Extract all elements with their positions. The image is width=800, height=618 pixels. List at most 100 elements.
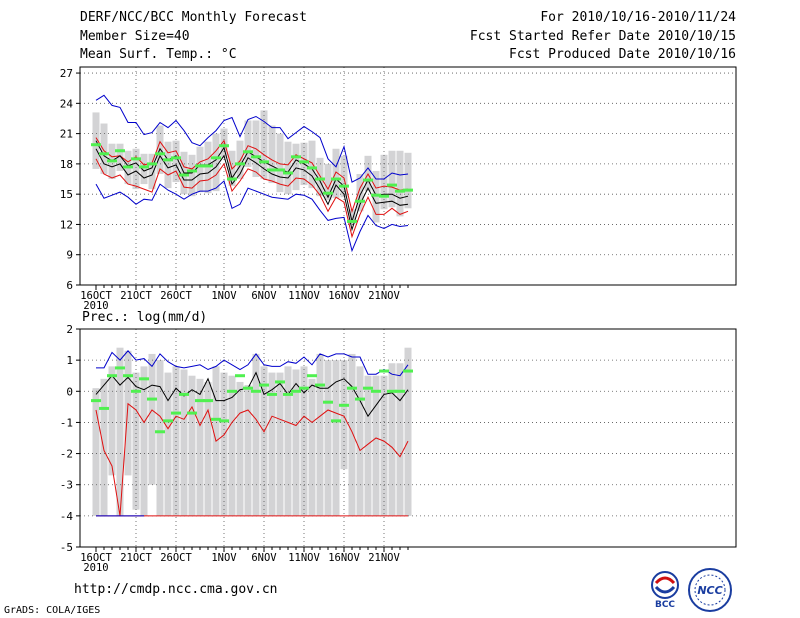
temperature-median-marker <box>379 194 389 198</box>
precipitation-box <box>228 375 236 516</box>
precipitation-box <box>244 385 252 516</box>
precipitation-median-marker <box>267 392 277 396</box>
temperature-median-marker <box>307 166 317 170</box>
precipitation-box <box>308 378 316 516</box>
precipitation-box <box>372 375 380 516</box>
temperature-box <box>284 141 292 195</box>
temperature-median-marker <box>187 169 197 173</box>
member-size-label: Member Size=40 <box>80 29 190 44</box>
temperature-ytick-label: 27 <box>60 67 73 80</box>
precip-mean-line <box>95 371 409 418</box>
temperature-xtick-label: 6NOV <box>251 290 277 302</box>
temperature-median-marker <box>123 165 133 169</box>
temperature-box <box>348 209 356 225</box>
temperature-median-marker <box>155 152 165 156</box>
temperature-box <box>324 163 332 201</box>
temp-lower-std-line <box>95 158 409 239</box>
fcst-produced-label: Fcst Produced Date 2010/10/16 <box>509 47 736 62</box>
precip-axis-label: Prec.: log(mm/d) <box>82 310 207 325</box>
temperature-box <box>356 173 364 212</box>
precipitation-box <box>364 375 372 516</box>
temperature-box <box>212 133 220 192</box>
temperature-median-marker <box>163 158 173 162</box>
forecast-period-label: For 2010/10/16-2010/11/24 <box>540 10 736 25</box>
temp-mean-line <box>95 140 409 224</box>
precipitation-median-marker <box>155 430 165 434</box>
temperature-ytick-label: 18 <box>60 158 73 171</box>
temperature-median-marker <box>171 156 181 160</box>
precipitation-box <box>148 353 156 485</box>
bcc-logo: BCC <box>651 571 679 609</box>
precip-std-line <box>95 402 409 516</box>
precipitation-median-marker <box>115 366 125 370</box>
temperature-ytick-label: 12 <box>60 218 73 231</box>
temperature-ytick-label: 6 <box>66 279 73 292</box>
precipitation-box <box>268 372 276 516</box>
temperature-box <box>308 140 316 189</box>
precipitation-xtick-label: 26OCT <box>160 552 192 564</box>
precipitation-xtick-label: 6NOV <box>251 552 277 564</box>
temperature-box <box>188 154 196 197</box>
source-url[interactable]: http://cmdp.ncc.cma.gov.cn <box>74 582 278 597</box>
temperature-median-marker <box>259 160 269 164</box>
temperature-box <box>332 148 340 199</box>
ncc-logo: NCC <box>688 568 732 612</box>
precipitation-box <box>116 347 124 516</box>
temperature-median-marker <box>107 159 117 163</box>
precipitation-box <box>404 347 412 516</box>
temperature-box <box>396 150 404 217</box>
precipitation-median-marker <box>291 389 301 393</box>
precipitation-median-marker <box>235 374 245 378</box>
temperature-median-marker <box>227 177 237 181</box>
precipitation-median-marker <box>211 417 221 421</box>
precipitation-box <box>124 350 132 476</box>
temperature-median-marker <box>323 191 333 195</box>
temperature-median-marker <box>283 171 293 175</box>
precipitation-median-marker <box>307 374 317 378</box>
fcst-started-label: Fcst Started Refer Date 2010/10/15 <box>469 29 736 44</box>
temperature-median-marker <box>355 199 365 203</box>
precipitation-box <box>284 366 292 516</box>
temperature-median-marker <box>395 189 405 193</box>
temperature-median-marker <box>243 150 253 154</box>
temperature-box <box>388 150 396 208</box>
precipitation-median-marker <box>195 399 205 403</box>
precipitation-median-marker <box>363 386 373 390</box>
temperature-median-marker <box>203 164 213 168</box>
precipitation-median-marker <box>243 386 253 390</box>
precipitation-box <box>340 360 348 470</box>
ncc-logo-text: NCC <box>697 584 722 597</box>
temperature-median-marker <box>219 144 229 148</box>
precipitation-median-marker <box>251 389 261 393</box>
precipitation-median-marker <box>179 392 189 396</box>
temp-min-line <box>95 180 409 253</box>
temperature-median-marker <box>299 160 309 164</box>
precipitation-xtick-label: 21NOV <box>368 552 400 564</box>
temperature-median-marker <box>195 164 205 168</box>
precipitation-median-marker <box>339 403 349 407</box>
precipitation-xtick-year: 2010 <box>83 562 108 574</box>
precipitation-box <box>196 378 204 516</box>
temperature-median-marker <box>291 155 301 159</box>
temperature-box <box>100 123 108 174</box>
temperature-median-marker <box>235 162 245 166</box>
temperature-xtick-label: 11NOV <box>288 290 320 302</box>
precipitation-ytick-label: -5 <box>60 541 73 554</box>
precipitation-median-marker <box>387 389 397 393</box>
precipitation-ytick-label: -4 <box>60 510 74 523</box>
temperature-median-marker <box>275 168 285 172</box>
temperature-box <box>292 143 300 191</box>
precipitation-median-marker <box>299 386 309 390</box>
temperature-median-marker <box>347 219 357 223</box>
precipitation-box <box>292 369 300 516</box>
temperature-box <box>276 133 284 193</box>
temperature-xtick-label: 26OCT <box>160 290 192 302</box>
temperature-box <box>340 155 348 198</box>
temperature-median-marker <box>267 168 277 172</box>
temperature-box <box>404 152 412 209</box>
temperature-median-marker <box>403 188 413 192</box>
temp-lower-mean-line <box>95 148 409 232</box>
precipitation-box <box>396 363 404 516</box>
